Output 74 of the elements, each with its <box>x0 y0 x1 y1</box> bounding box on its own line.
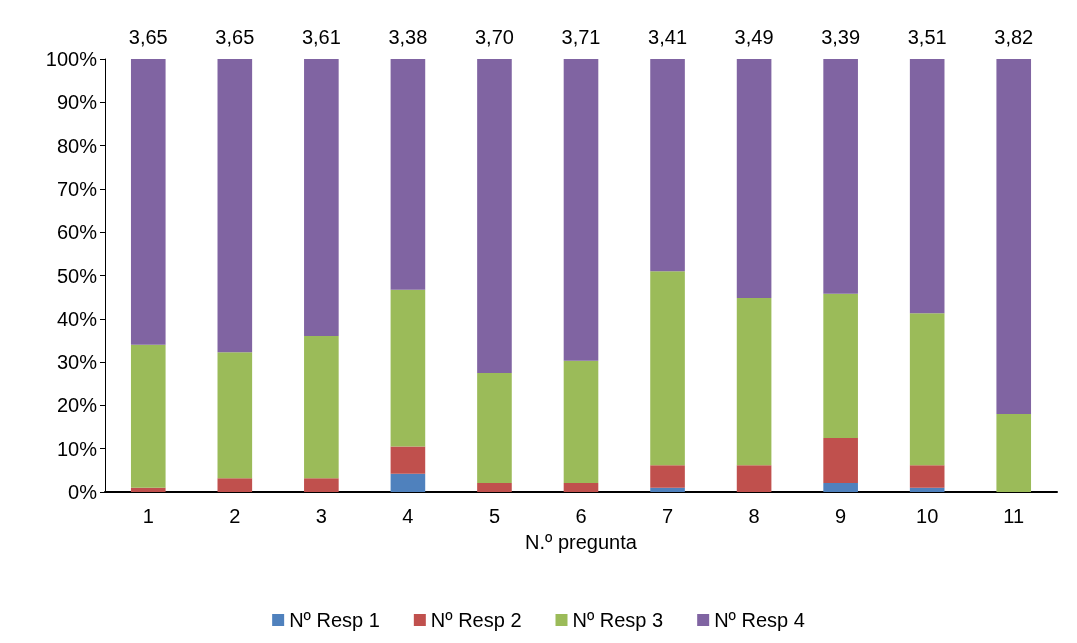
bar <box>217 59 253 353</box>
bar <box>823 293 858 438</box>
bar <box>217 478 253 492</box>
annotation: 3,39 <box>821 26 861 48</box>
x-tick-label: 11 <box>1003 505 1025 527</box>
legend-label: Nº Resp 4 <box>714 609 805 631</box>
annotation: 3,49 <box>734 26 774 48</box>
y-tick-label: 30% <box>56 351 98 374</box>
bar <box>909 59 945 314</box>
x-tick-label: 8 <box>748 505 760 527</box>
y-tick-label: 70% <box>56 177 98 200</box>
bar <box>736 298 772 466</box>
y-tick-label: 20% <box>56 394 98 417</box>
x-tick-label: 3 <box>315 505 327 527</box>
x-tick-label: 9 <box>835 505 847 527</box>
bar <box>477 482 512 492</box>
y-tick-label: 40% <box>56 307 98 330</box>
bar <box>563 482 599 492</box>
legend-label: Nº Resp 3 <box>572 609 664 631</box>
legend-label: Nº Resp 1 <box>289 609 380 631</box>
bar <box>563 360 599 483</box>
annotation: 3,71 <box>561 26 601 48</box>
x-tick-label: 4 <box>402 505 414 527</box>
bar <box>996 59 1032 415</box>
bar <box>823 437 858 483</box>
annotation: 3,70 <box>474 26 514 48</box>
y-tick-label: 60% <box>56 221 98 244</box>
bar <box>304 478 339 492</box>
annotation: 3,65 <box>215 26 255 48</box>
annotation: 3,38 <box>388 26 428 48</box>
bar <box>390 289 426 447</box>
bar <box>130 487 166 492</box>
y-tick-label: 0% <box>68 481 98 503</box>
bar <box>217 352 253 479</box>
bar <box>130 59 166 345</box>
y-tick-label: 100% <box>45 48 98 70</box>
bar <box>390 59 426 290</box>
bar <box>130 344 166 488</box>
legend-label: Nº Resp 2 <box>430 609 522 631</box>
annotation: 3,61 <box>301 26 341 48</box>
bar <box>477 59 512 373</box>
y-tick-label: 10% <box>56 437 98 460</box>
bar <box>736 59 772 299</box>
annotation: 3,41 <box>648 26 688 48</box>
bar <box>736 465 772 492</box>
bar <box>996 414 1032 492</box>
x-axis-title: N.º pregunta <box>525 531 638 553</box>
bar <box>563 59 599 361</box>
x-tick-label: 6 <box>575 505 587 527</box>
bar <box>909 313 945 466</box>
bar <box>650 465 685 488</box>
annotation: 3,65 <box>128 26 168 48</box>
bar <box>909 487 945 492</box>
bar <box>304 336 339 479</box>
bar <box>304 59 339 337</box>
bar <box>650 59 685 272</box>
bar <box>650 271 685 466</box>
annotation: 3,82 <box>994 26 1034 48</box>
y-tick-label: 80% <box>56 134 98 157</box>
bar <box>390 473 426 492</box>
bar <box>477 372 512 483</box>
bar <box>390 446 426 474</box>
bar <box>823 482 858 492</box>
annotation: 3,51 <box>907 26 947 48</box>
bar <box>909 465 945 488</box>
x-tick-label: 10 <box>916 505 939 527</box>
y-tick-label: 50% <box>56 264 98 287</box>
x-tick-label: 2 <box>229 505 241 527</box>
bar <box>823 59 858 294</box>
x-tick-label: 5 <box>488 505 501 527</box>
y-tick-label: 90% <box>56 91 98 114</box>
x-tick-label: 1 <box>142 505 154 527</box>
bar <box>650 487 685 492</box>
x-tick-label: 7 <box>661 505 674 527</box>
